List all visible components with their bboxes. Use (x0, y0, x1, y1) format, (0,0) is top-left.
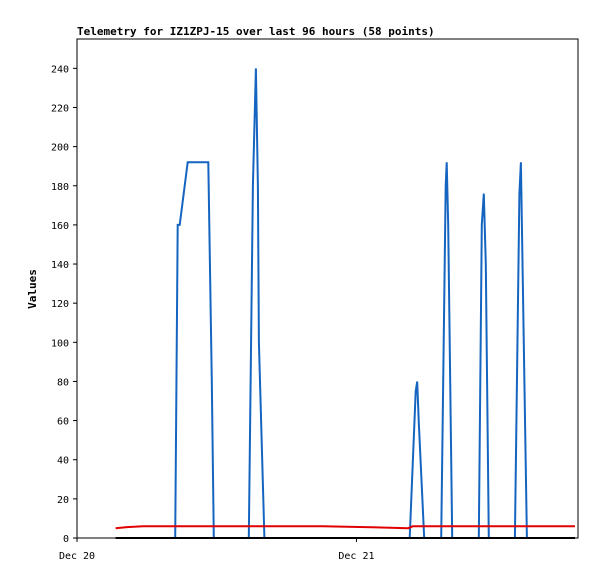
y-tick-label: 200 (51, 143, 69, 154)
y-tick-label: 40 (57, 456, 69, 467)
y-tick-label: 0 (63, 534, 69, 545)
plot-frame (76, 38, 579, 539)
y-tick-label: 160 (51, 221, 69, 232)
series-line-1 (115, 68, 575, 539)
x-axis: Dec 20 Dec 21 (59, 538, 375, 562)
x-tick-label: Dec 20 (59, 551, 95, 562)
y-axis: 0 20 40 60 80 100 120 140 160 180 200 220 240 (51, 64, 77, 545)
x-tick-label: Dec 21 (338, 551, 374, 562)
y-tick-label: 100 (51, 338, 69, 349)
y-tick-label: 120 (51, 299, 69, 310)
y-tick-label: 180 (51, 182, 69, 193)
chart-title: Telemetry for IZ1ZPJ-15 over last 96 hou… (77, 25, 435, 38)
series-line-2 (115, 525, 575, 530)
y-tick-label: 20 (57, 495, 69, 506)
series-group (115, 68, 575, 539)
y-tick-label: 80 (57, 377, 69, 388)
y-tick-label: 220 (51, 103, 69, 114)
y-tick-label: 240 (51, 64, 69, 75)
y-tick-label: 140 (51, 260, 69, 271)
y-axis-label: Values (26, 269, 39, 309)
y-tick-label: 60 (57, 417, 69, 428)
